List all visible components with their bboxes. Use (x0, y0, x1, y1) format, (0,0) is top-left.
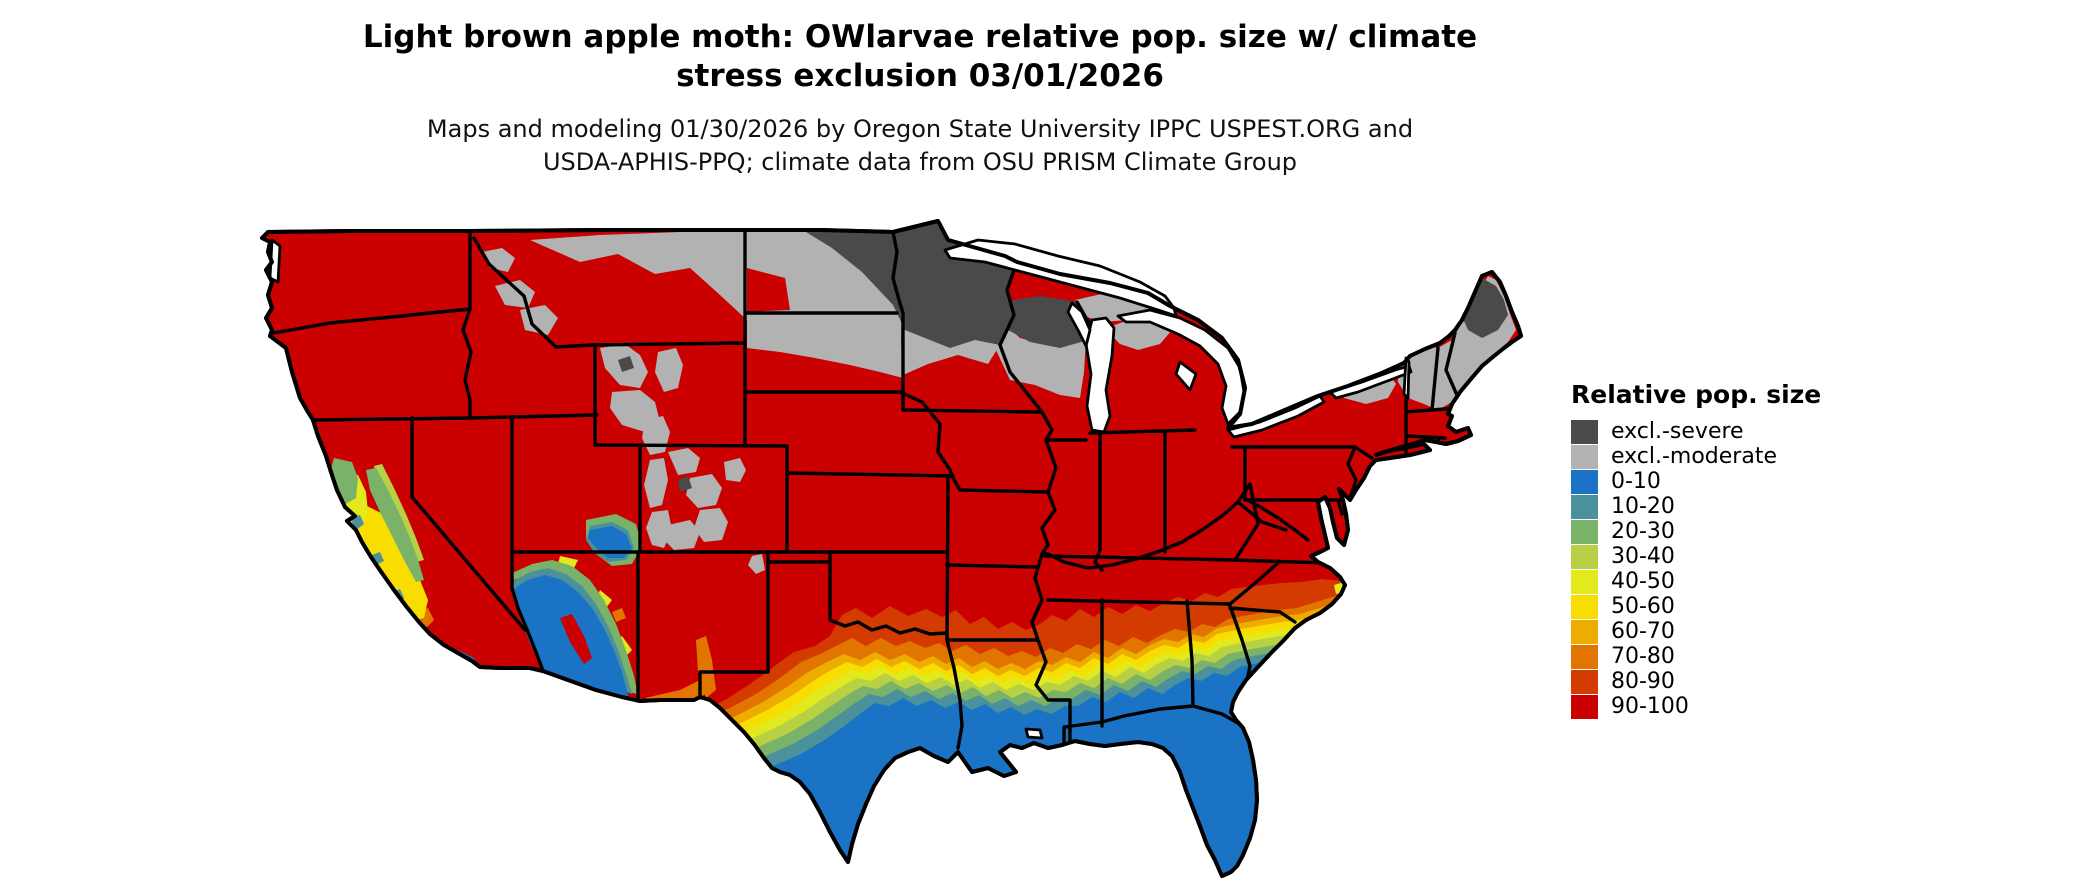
lake-pontchartrain (1024, 727, 1044, 740)
legend-item: excl.-moderate (1571, 444, 1831, 469)
legend-item: 20-30 (1571, 519, 1831, 544)
legend-swatch-40-50 (1571, 569, 1598, 594)
legend-swatch-70-80 (1571, 644, 1598, 669)
legend-swatch-80-90 (1571, 669, 1598, 694)
legend-swatch-excl-moderate (1571, 444, 1598, 469)
legend-label: 60-70 (1611, 619, 1675, 644)
map-subtitle-line1: Maps and modeling 01/30/2026 by Oregon S… (426, 115, 1414, 143)
legend-label: 70-80 (1611, 644, 1675, 669)
legend-title: Relative pop. size (1571, 380, 1822, 409)
region-nd-red-pocket (747, 268, 790, 312)
green-bay (1066, 301, 1092, 348)
legend-item: 30-40 (1571, 544, 1831, 569)
legend-swatch-50-60 (1571, 594, 1598, 619)
saginaw-bay (1174, 360, 1198, 392)
legend-label: 80-90 (1611, 669, 1675, 694)
legend-label: 90-100 (1611, 694, 1689, 719)
legend-swatch-60-70 (1571, 619, 1598, 644)
us-outline-stroke (260, 219, 1523, 878)
legend-swatch-30-40 (1571, 544, 1598, 569)
map-title-line1: Light brown apple moth: OWlarvae relativ… (362, 19, 1478, 55)
legend-swatch-20-30 (1571, 519, 1598, 544)
legend-label: 20-30 (1611, 519, 1675, 544)
lake-superior (943, 238, 1178, 318)
legend-label: 10-20 (1611, 494, 1675, 519)
map-title: Light brown apple moth: OWlarvae relativ… (0, 18, 1840, 96)
lake-huron (1116, 308, 1246, 426)
legend-item: 60-70 (1571, 619, 1831, 644)
map-subtitle: Maps and modeling 01/30/2026 by Oregon S… (0, 113, 1840, 179)
region-az-red-streak (560, 614, 592, 664)
legend-item: 40-50 (1571, 569, 1831, 594)
legend-item: 80-90 (1571, 669, 1831, 694)
legend-item: 90-100 (1571, 694, 1831, 719)
legend-label: 0-10 (1611, 469, 1661, 494)
legend-label: 30-40 (1611, 544, 1675, 569)
map-title-line2: stress exclusion 03/01/2026 (676, 58, 1164, 94)
legend-swatch-10-20 (1571, 494, 1598, 519)
legend-swatch-excl-severe (1571, 419, 1598, 444)
legend-label: 40-50 (1611, 569, 1675, 594)
lake-michigan (1084, 316, 1116, 434)
map-subtitle-line2: USDA-APHIS-PPQ; climate data from OSU PR… (542, 148, 1298, 176)
legend-item: excl.-severe (1571, 419, 1831, 444)
legend-label: excl.-moderate (1611, 444, 1777, 469)
legend-label: 50-60 (1611, 594, 1675, 619)
legend-item: 50-60 (1571, 594, 1831, 619)
legend-item: 10-20 (1571, 494, 1831, 519)
legend-item: 0-10 (1571, 469, 1831, 494)
legend-swatch-0-10 (1571, 469, 1598, 494)
legend-item: 70-80 (1571, 644, 1831, 669)
legend-swatch-90-100 (1571, 694, 1598, 719)
legend-label: excl.-severe (1611, 419, 1744, 444)
legend: Relative pop. size excl.-severe excl.-mo… (1571, 380, 1831, 719)
